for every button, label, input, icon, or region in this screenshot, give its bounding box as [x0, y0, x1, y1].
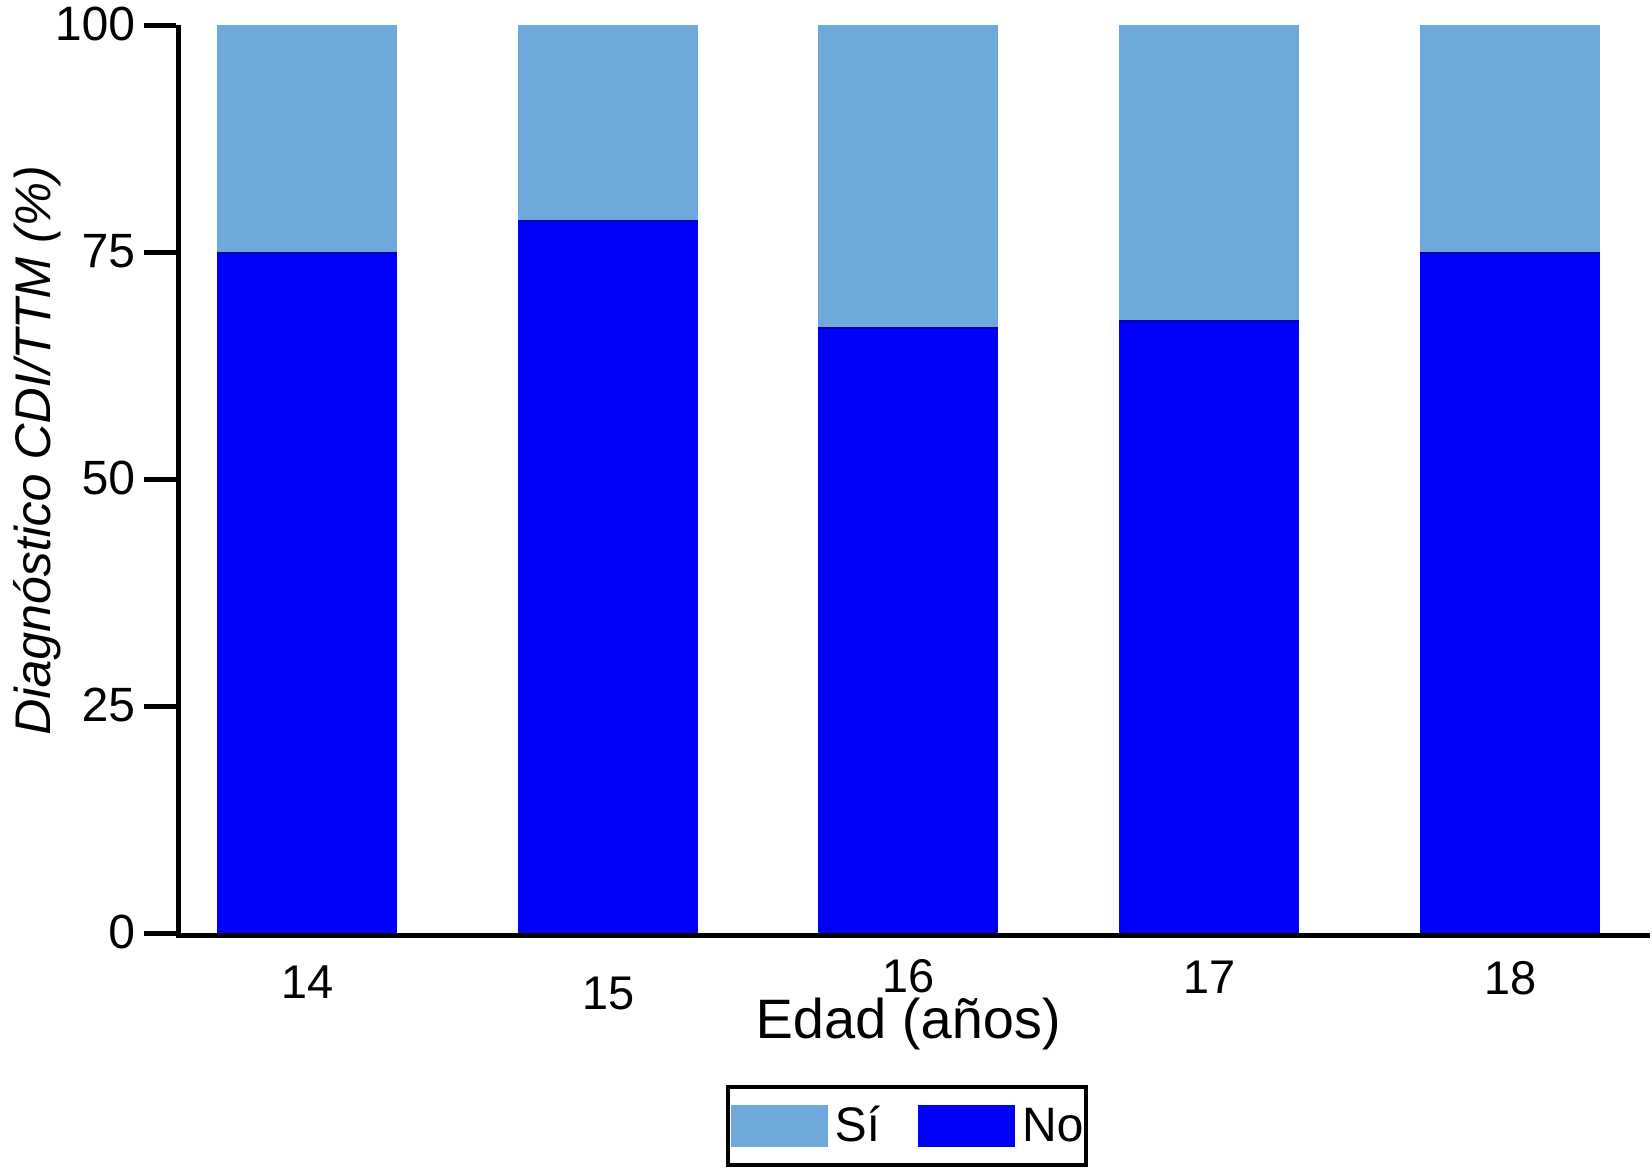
x-tick-label-16: 16 [881, 949, 935, 1002]
legend-label-si: Sí [834, 1099, 880, 1152]
y-tick-mark-0 [144, 930, 176, 936]
x-tick-label-17: 17 [1182, 950, 1236, 1003]
bar-segment-si [1420, 25, 1600, 252]
bar-segment-si [1119, 25, 1299, 320]
bar-segment-no [1420, 252, 1600, 933]
bar-segment-no [217, 252, 397, 933]
y-tick-mark-100 [144, 22, 176, 28]
legend-swatch-si [730, 1105, 828, 1147]
x-tick-label-14: 14 [280, 955, 334, 1008]
bar-age-17 [1119, 25, 1299, 933]
x-tick-label-15: 15 [581, 966, 635, 1019]
y-tick-label-25: 25 [81, 679, 135, 732]
legend-label-no: No [1022, 1099, 1084, 1152]
plot-area [176, 25, 1650, 938]
y-tick-mark-75 [144, 249, 176, 255]
y-tick-mark-50 [144, 476, 176, 482]
legend: Sí No [726, 1085, 1088, 1167]
x-axis-title: Edad (años) [755, 987, 1061, 1050]
bar-age-18 [1420, 25, 1600, 933]
x-tick-label-18: 18 [1483, 951, 1537, 1004]
bar-segment-no [518, 220, 698, 933]
y-tick-label-0: 0 [108, 906, 135, 959]
legend-swatch-no [918, 1105, 1015, 1147]
bar-segment-si [518, 25, 698, 220]
y-tick-mark-25 [144, 703, 176, 709]
bar-segment-no [818, 327, 998, 933]
bar-segment-no [1119, 320, 1299, 933]
y-tick-label-50: 50 [81, 452, 135, 505]
legend-item-si: Sí [730, 1099, 880, 1152]
bar-segment-si [217, 25, 397, 252]
bar-segment-si [818, 25, 998, 327]
bar-age-15 [518, 25, 698, 933]
bar-age-16 [818, 25, 998, 933]
y-tick-label-75: 75 [81, 225, 135, 278]
y-tick-label-100: 100 [54, 0, 135, 51]
bar-age-14 [217, 25, 397, 933]
legend-item-no: No [918, 1101, 1083, 1151]
